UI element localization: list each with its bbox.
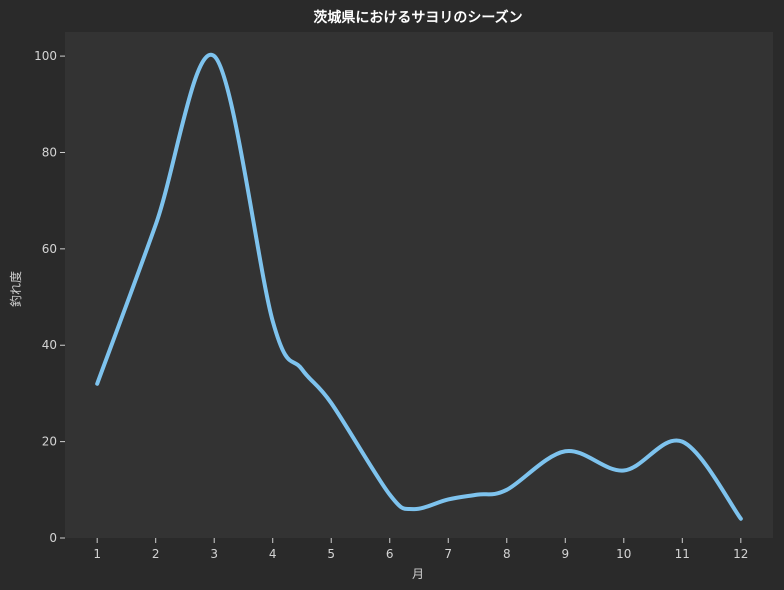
x-tick-label: 8 — [503, 547, 511, 561]
y-tick-label: 100 — [34, 49, 57, 63]
x-tick-label: 4 — [269, 547, 277, 561]
x-tick-label: 6 — [386, 547, 394, 561]
y-tick-label: 0 — [49, 531, 57, 545]
y-tick-label: 20 — [42, 435, 57, 449]
x-axis-label: 月 — [412, 567, 424, 581]
y-axis-label: 釣れ度 — [8, 271, 23, 307]
x-tick-label: 5 — [327, 547, 335, 561]
x-tick-label: 9 — [561, 547, 569, 561]
plot-area — [65, 32, 773, 538]
x-tick-label: 12 — [733, 547, 748, 561]
y-tick-label: 60 — [42, 242, 57, 256]
y-tick-label: 40 — [42, 338, 57, 352]
x-tick-label: 1 — [93, 547, 101, 561]
x-tick-label: 3 — [210, 547, 218, 561]
x-tick-label: 10 — [616, 547, 631, 561]
x-tick-label: 2 — [152, 547, 160, 561]
x-tick-label: 7 — [444, 547, 452, 561]
y-tick-label: 80 — [42, 145, 57, 159]
series-line — [95, 52, 743, 521]
x-tick-label: 11 — [675, 547, 690, 561]
y-axis: 0 20 40 60 80 100 — [34, 49, 65, 545]
x-axis: 1 2 3 4 5 6 7 8 9 10 11 12 — [93, 538, 748, 561]
chart-title: 茨城県におけるサヨリのシーズン — [313, 9, 522, 26]
